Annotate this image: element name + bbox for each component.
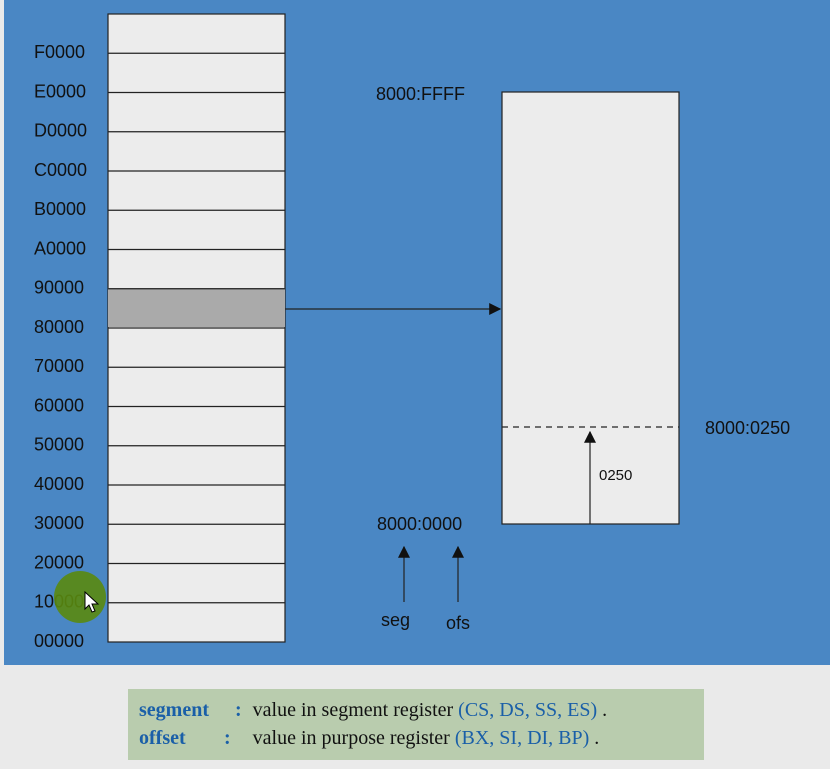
ofs-label: ofs <box>446 613 470 633</box>
memory-map: F0000 E0000 D0000 C0000 B0000 A0000 90000 80000… <box>34 13 286 651</box>
memory-address-label: 80000 <box>34 317 84 337</box>
legend-text: value in segment register <box>252 699 454 721</box>
memory-address-label: 50000 <box>34 435 84 455</box>
mouse-pointer-icon <box>84 591 100 613</box>
memory-address-label: C0000 <box>34 160 87 180</box>
memory-address-label: B0000 <box>34 199 86 219</box>
memory-address-label: 60000 <box>34 395 84 415</box>
legend-row-segment: segment: value in segment register (CS, … <box>139 699 607 722</box>
segment-base-label: 8000:0000 <box>377 514 462 534</box>
memory-address-label: 00000 <box>34 631 84 651</box>
memory-address-label: F0000 <box>34 42 85 62</box>
segment-8000-highlight <box>108 288 285 327</box>
memory-row-dividers <box>108 52 285 604</box>
memory-address-label: A0000 <box>34 238 86 258</box>
legend-separator: : <box>224 727 231 749</box>
legend-registers: (CS, DS, SS, ES) <box>458 699 598 721</box>
segment-detail: 0250 8000:FFFF 8000:0250 8000:0000 seg o… <box>376 84 790 633</box>
seg-label: seg <box>381 610 410 630</box>
legend-period: . <box>594 727 600 749</box>
legend-period: . <box>602 699 608 721</box>
segment-offset-address: 8000:0250 <box>705 418 790 438</box>
memory-address-label: 70000 <box>34 356 84 376</box>
legend-registers: (BX, SI, DI, BP) <box>454 727 590 749</box>
legend-term: segment <box>139 699 209 721</box>
legend-row-offset: offset: value in purpose register (BX, S… <box>139 727 599 750</box>
legend-box: segment: value in segment register (CS, … <box>128 689 704 760</box>
legend-text: value in purpose register <box>252 727 450 749</box>
memory-address-label: D0000 <box>34 121 87 141</box>
memory-address-label: 20000 <box>34 552 84 572</box>
memory-address-label: 30000 <box>34 513 84 533</box>
memory-address-label: E0000 <box>34 81 86 101</box>
legend-term: offset <box>139 727 186 749</box>
legend-separator: : <box>235 699 242 721</box>
offset-value-label: 0250 <box>599 467 632 484</box>
memory-address-labels: F0000 E0000 D0000 C0000 B0000 A0000 90000 80000… <box>34 42 87 651</box>
memory-address-label: 40000 <box>34 474 84 494</box>
memory-address-label: 90000 <box>34 278 84 298</box>
segment-top-label: 8000:FFFF <box>376 84 465 104</box>
slide-background: F0000 E0000 D0000 C0000 B0000 A0000 90000 80000… <box>4 0 830 665</box>
memory-segmentation-diagram: F0000 E0000 D0000 C0000 B0000 A0000 90000 80000… <box>34 13 790 651</box>
cursor-highlight <box>54 571 106 623</box>
